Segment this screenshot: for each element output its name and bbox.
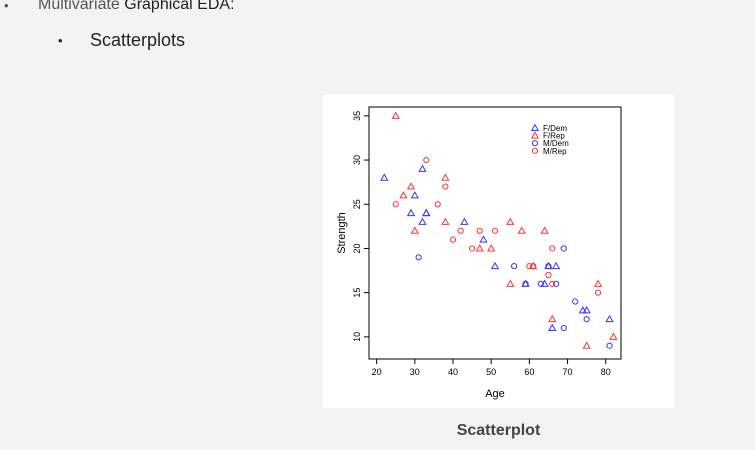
data-point [545,271,552,279]
data-point [406,208,416,217]
data-point [415,254,422,261]
data-point [537,280,544,287]
data-point [392,201,399,208]
legend-marker [531,147,539,154]
data-point [441,173,450,181]
data-point [594,289,602,296]
plot-frame [368,106,622,360]
data-point [548,314,557,323]
scatterplot-figure: 20 30 40 50 60 70 80 10 15 20 25 30 35 Age Strength… [323,95,674,408]
data-point [410,226,419,234]
data-point [434,201,441,208]
data-point [583,316,590,323]
data-point [540,226,549,234]
y-tick-label: 35 [352,111,362,121]
data-points [380,111,618,349]
data-point [582,341,591,349]
legend-marker [531,140,539,147]
x-tick-label: 80 [601,367,611,377]
legend-label: F/Rep [543,132,565,141]
data-point [476,227,483,234]
legend-label: M/Rep [543,147,567,156]
data-point [552,280,560,287]
data-point [399,191,408,199]
data-point [418,217,427,225]
data-point [549,245,556,252]
x-tick-label: 60 [524,367,534,377]
data-point [522,280,529,287]
data-point [441,217,450,225]
legend-label: F/Dem [543,124,567,133]
x-tick-label: 20 [372,367,382,377]
bullet-text-scatterplots: Scatterplots [90,30,186,50]
data-point [423,156,430,164]
data-point [517,226,526,234]
data-point [582,306,591,314]
data-point [593,279,603,287]
data-point [506,217,515,225]
data-point [475,244,484,252]
data-point [506,279,515,287]
y-axis-label: Strength [336,212,348,254]
data-point [609,332,618,340]
data-point [487,244,496,252]
data-point [391,111,400,119]
data-point [549,280,556,287]
data-point [490,261,500,270]
y-tick-label: 30 [352,155,362,165]
x-axis: 20 30 40 50 60 70 80 [372,359,611,377]
bullet-level2: • Scatterplots [58,30,185,51]
legend-label: M/Dem [543,139,569,148]
x-tick-label: 40 [448,367,458,377]
data-point [457,227,464,234]
scatterplot-chart: 20 30 40 50 60 70 80 10 15 20 25 30 35 Age Strength… [336,106,622,400]
data-point [606,342,613,349]
y-tick-label: 25 [352,199,362,209]
data-point [560,245,567,252]
data-point [572,298,579,305]
x-axis-label: Age [485,388,505,400]
bullet-glyph: • [4,0,9,13]
x-tick-label: 50 [486,367,496,377]
legend-marker [530,131,540,139]
bullet-text-prefix: Multivariate [38,0,125,13]
data-point [491,227,499,234]
bullet-text-emph: Graphical EDA: [124,0,235,13]
data-point [442,183,449,190]
data-point [510,263,518,270]
data-point [605,314,614,323]
figure-caption: Scatterplot [456,422,541,439]
bullet-level1: • Multivariate Graphical EDA: [0,0,235,14]
data-point [380,173,389,181]
x-tick-label: 70 [563,367,573,377]
data-point [410,191,419,199]
y-tick-label: 10 [352,332,362,342]
data-point [422,208,431,217]
data-point [526,263,533,270]
data-point [530,263,537,270]
data-point [548,323,557,332]
legend-marker [530,123,540,131]
bullet-glyph: • [58,33,63,48]
y-tick-label: 15 [352,288,362,298]
data-point [479,235,488,243]
data-point [460,217,469,225]
data-point [418,164,427,172]
y-axis: 10 15 20 25 30 35 [352,111,369,342]
y-tick-label: 20 [352,243,362,253]
data-point [545,263,552,270]
data-point [560,324,567,332]
data-point [551,261,561,270]
data-point [449,236,457,243]
x-tick-label: 30 [410,367,420,377]
data-point [468,245,476,252]
data-point [406,182,416,190]
